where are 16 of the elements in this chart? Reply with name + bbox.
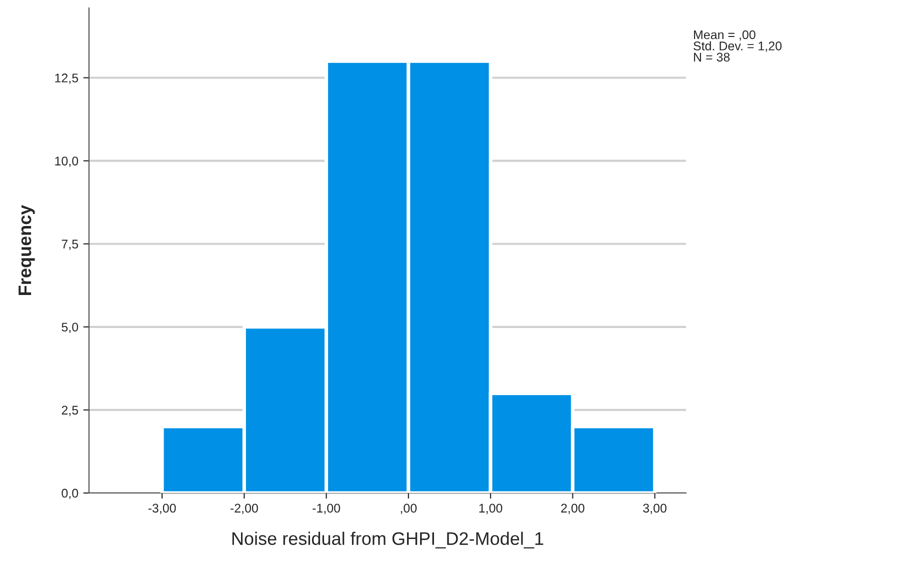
y-tick-label: 7,5 <box>62 240 78 250</box>
y-tick-label: 2,5 <box>62 406 78 416</box>
x-axis-title: Noise residual from GHPI_D2-Model_1 <box>232 532 544 548</box>
x-tick-label: -1,00 <box>312 504 340 514</box>
y-axis-title: Frequency <box>18 204 35 295</box>
y-tick-label: 10,0 <box>55 156 78 167</box>
y-tick-label: 0,0 <box>62 488 78 500</box>
x-tick-label: -3,00 <box>148 504 176 514</box>
x-tick-label: 3,00 <box>643 504 666 514</box>
x-tick-label: ,00 <box>400 504 417 514</box>
x-tick-label: -2,00 <box>230 504 258 514</box>
x-tick-label: 1,00 <box>479 504 502 514</box>
text: Mean = ,00 Std. Dev. = 1,20 N = 38 <box>694 30 782 62</box>
x-tick-label: 2,00 <box>561 504 584 514</box>
y-tick-label: 5,0 <box>62 322 78 334</box>
y-tick-label: 12,5 <box>55 74 78 84</box>
